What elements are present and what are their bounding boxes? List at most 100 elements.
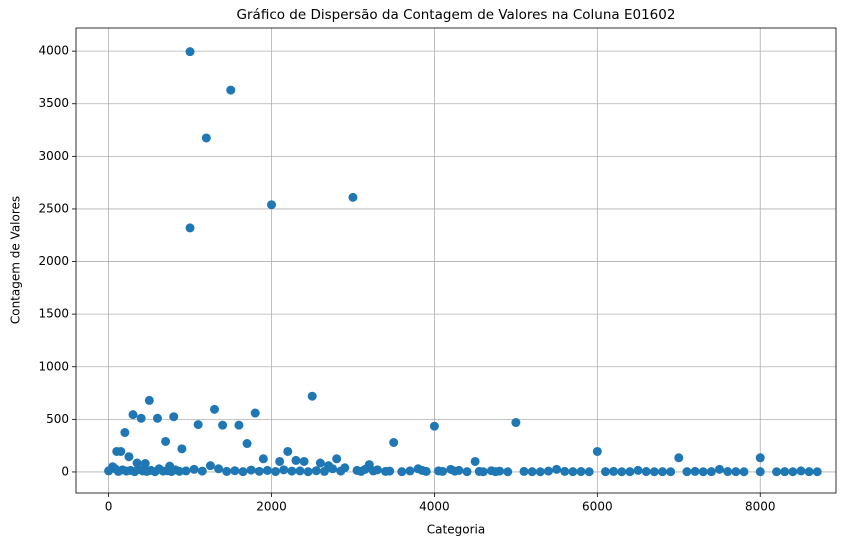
point <box>731 467 741 477</box>
x-tick-label: 0 <box>105 500 113 514</box>
point <box>511 418 521 428</box>
point <box>788 467 798 477</box>
y-tick-label: 500 <box>46 412 69 426</box>
point <box>739 467 749 477</box>
point <box>535 467 545 477</box>
y-tick-label: 0 <box>61 464 69 478</box>
point <box>205 461 215 471</box>
point <box>189 464 199 474</box>
point <box>804 467 814 477</box>
point <box>495 466 505 476</box>
point <box>527 467 537 477</box>
plot-frame <box>75 27 837 494</box>
point <box>279 465 289 475</box>
point <box>295 466 305 476</box>
point <box>519 466 529 476</box>
point <box>360 464 370 474</box>
point <box>291 455 301 465</box>
point <box>385 466 395 476</box>
point <box>796 466 806 476</box>
point <box>568 467 578 477</box>
y-tick-label: 1000 <box>38 359 69 373</box>
point <box>690 466 700 476</box>
point <box>230 466 240 476</box>
point <box>780 467 790 477</box>
x-tick-label: 4000 <box>419 500 450 514</box>
point <box>641 467 651 477</box>
point <box>174 466 184 476</box>
point <box>271 467 281 477</box>
x-tick-label: 8000 <box>745 500 776 514</box>
point <box>503 467 513 477</box>
point <box>299 456 309 466</box>
point <box>560 466 570 476</box>
point <box>543 466 553 476</box>
point <box>218 420 228 430</box>
point <box>649 467 659 477</box>
point <box>576 467 586 477</box>
point <box>584 467 594 477</box>
point <box>169 412 179 422</box>
point <box>242 439 252 449</box>
point <box>812 467 822 477</box>
point <box>303 467 313 477</box>
x-tick-label: 6000 <box>582 500 613 514</box>
point <box>152 413 162 423</box>
y-tick-label: 2500 <box>38 201 69 215</box>
point <box>177 444 187 454</box>
point <box>600 467 610 477</box>
point <box>140 459 150 469</box>
point <box>755 453 765 463</box>
point <box>755 467 765 477</box>
point <box>226 85 236 95</box>
point <box>454 465 464 475</box>
point <box>185 47 195 57</box>
point <box>283 446 293 456</box>
point <box>311 466 321 476</box>
point <box>275 456 285 466</box>
point <box>421 466 431 476</box>
point <box>197 466 207 476</box>
y-tick-label: 3000 <box>38 149 69 163</box>
point <box>715 464 725 474</box>
chart-title: Gráfico de Dispersão da Contagem de Valo… <box>237 7 676 23</box>
point <box>254 466 264 476</box>
point <box>552 464 562 474</box>
point <box>185 223 195 233</box>
point <box>470 456 480 466</box>
point <box>128 410 138 420</box>
point <box>372 465 382 475</box>
point <box>389 438 399 448</box>
point <box>307 391 317 401</box>
point <box>319 466 329 476</box>
point <box>429 421 439 431</box>
point <box>397 467 407 477</box>
point <box>120 428 130 438</box>
point <box>617 467 627 477</box>
point <box>625 467 635 477</box>
point <box>250 408 260 418</box>
point <box>657 467 667 477</box>
point <box>438 466 448 476</box>
point <box>332 454 342 464</box>
point <box>222 466 232 476</box>
point <box>478 467 488 477</box>
point <box>136 413 146 423</box>
y-tick-label: 1500 <box>38 307 69 321</box>
point <box>772 467 782 477</box>
y-axis-label: Contagem de Valores <box>9 196 23 324</box>
point <box>666 467 676 477</box>
point <box>340 463 350 473</box>
point <box>161 436 171 446</box>
point <box>723 467 733 477</box>
point <box>674 453 684 463</box>
point <box>592 446 602 456</box>
point <box>682 467 692 477</box>
point <box>287 466 297 476</box>
point <box>144 395 154 405</box>
point <box>238 467 248 477</box>
point <box>609 466 619 476</box>
point <box>633 465 643 475</box>
